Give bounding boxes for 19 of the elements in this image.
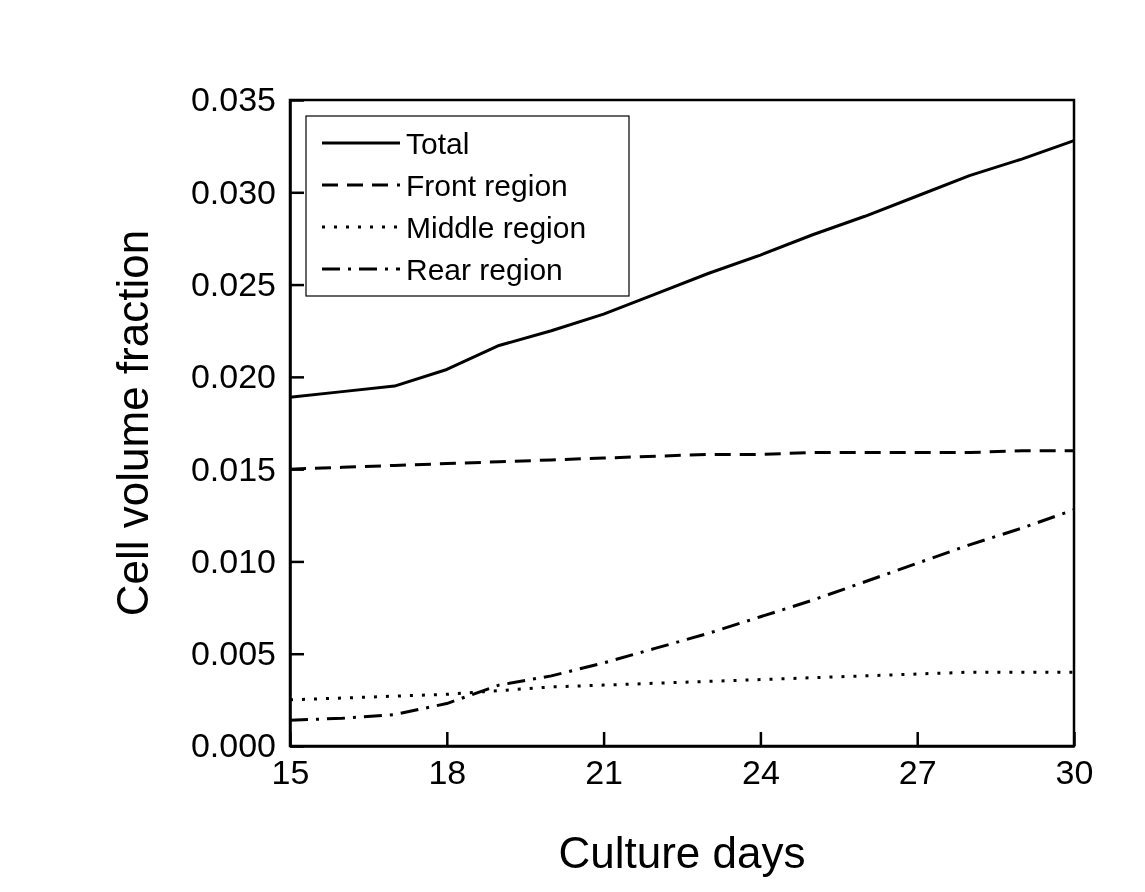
- legend-label: Front region: [406, 169, 568, 202]
- x-tick-label: 30: [1055, 753, 1094, 792]
- y-tick-label: 0.010: [190, 541, 276, 580]
- x-tick-label: 24: [741, 753, 780, 792]
- x-tick-label: 21: [585, 753, 624, 792]
- legend-label: Rear region: [406, 253, 563, 286]
- y-tick-label: 0.020: [190, 357, 276, 396]
- y-tick-label: 0.030: [190, 172, 276, 211]
- legend-label: Middle region: [406, 211, 587, 244]
- x-tick-label: 18: [428, 753, 467, 792]
- legend-label: Total: [406, 127, 470, 160]
- y-tick-label: 0.000: [190, 726, 276, 765]
- x-axis-title: Culture days: [558, 828, 806, 877]
- y-tick-label: 0.035: [190, 80, 276, 119]
- x-tick-label: 27: [898, 753, 937, 792]
- y-tick-label: 0.025: [190, 264, 276, 303]
- y-tick-label: 0.005: [190, 634, 276, 673]
- y-axis-title: Cell volume fraction: [108, 229, 157, 617]
- y-tick-label: 0.015: [190, 449, 276, 488]
